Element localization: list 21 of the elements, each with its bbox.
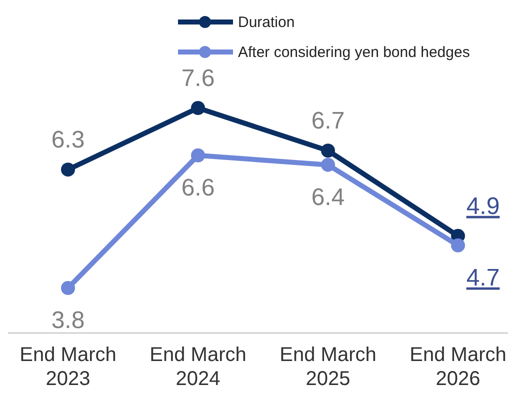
data-label: 7.6 <box>181 65 215 92</box>
point <box>321 144 335 158</box>
data-label: 6.6 <box>181 174 215 202</box>
data-label: 4.7 <box>466 264 500 292</box>
x-tick-label: End March 2024 <box>150 344 246 390</box>
data-label: 6.4 <box>311 184 345 211</box>
data-label: 3.8 <box>51 307 85 334</box>
data-label: 6.7 <box>311 108 345 135</box>
legend-label: After considering yen bond hedges <box>238 44 470 61</box>
point <box>61 162 75 177</box>
point <box>191 148 205 162</box>
x-tick-label: End March 2026 <box>410 344 506 390</box>
x-tick-label: End March 2025 <box>280 344 376 390</box>
data-label: 4.9 <box>466 192 500 220</box>
point <box>191 101 205 115</box>
x-tick-label: End March 2023 <box>20 344 116 390</box>
point <box>321 158 335 172</box>
legend-label: Duration <box>238 14 295 31</box>
point <box>451 238 465 252</box>
data-label: 6.3 <box>51 126 85 154</box>
point <box>61 281 75 295</box>
